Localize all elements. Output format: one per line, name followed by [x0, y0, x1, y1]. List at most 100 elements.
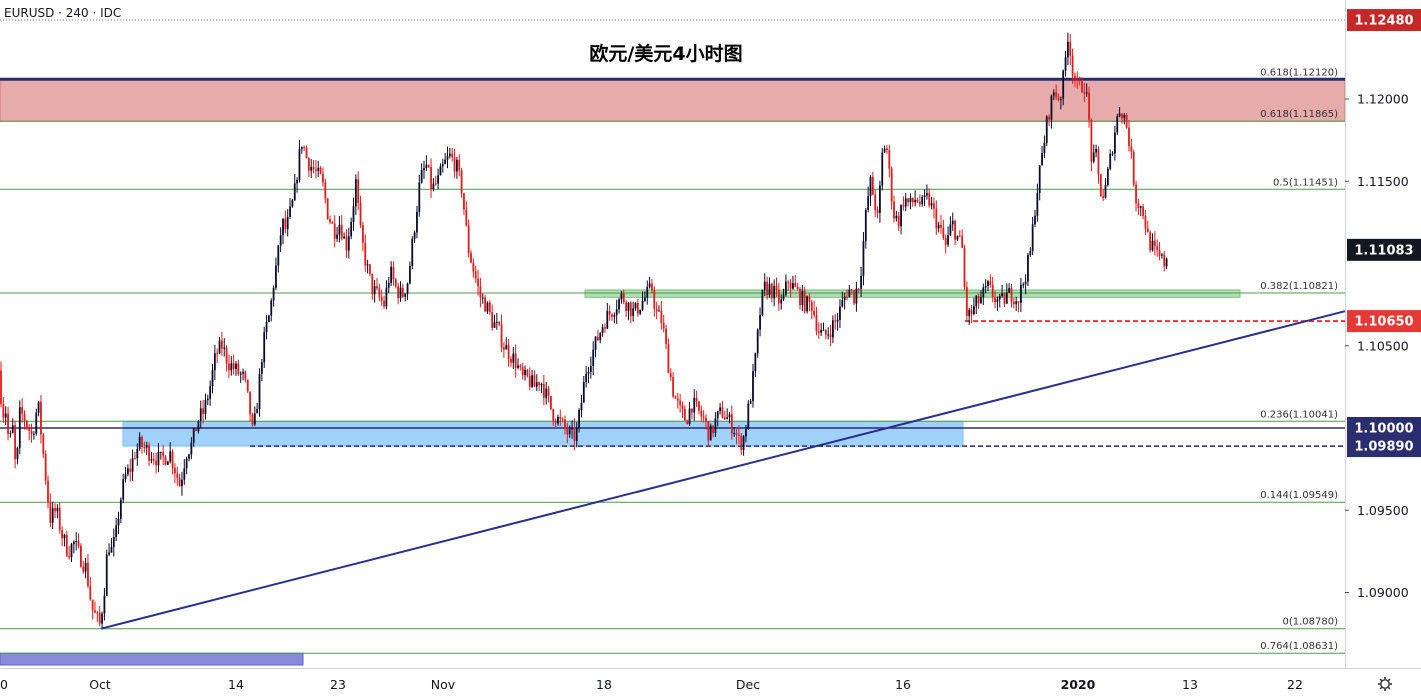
candle-body	[651, 283, 653, 291]
time-label: Oct	[89, 677, 111, 692]
candle-body	[695, 397, 698, 402]
time-label: Nov	[431, 677, 456, 692]
candle-body	[580, 402, 583, 410]
candle-body	[289, 206, 291, 217]
candle-body	[625, 302, 627, 311]
candle-body	[376, 286, 378, 289]
time-label: 22	[1287, 677, 1303, 692]
candle-body	[1062, 70, 1065, 100]
candle-body	[987, 281, 989, 287]
candle-body	[1125, 114, 1128, 128]
candle-body	[174, 467, 176, 474]
candle-body	[362, 225, 364, 243]
candle-body	[780, 299, 783, 304]
candle-body	[394, 279, 397, 287]
candle-body	[1031, 224, 1034, 252]
candle-body	[1163, 254, 1166, 267]
candle-body	[1074, 75, 1076, 80]
candle-body	[228, 363, 230, 371]
candle-body	[521, 367, 524, 376]
candle-body	[347, 236, 350, 251]
candle-body	[423, 168, 425, 171]
candle-body	[813, 310, 815, 315]
candle-body	[775, 285, 778, 290]
candle-body	[249, 391, 251, 415]
candle-body	[7, 413, 9, 434]
candle-body	[23, 413, 26, 422]
gear-icon[interactable]	[1378, 677, 1392, 691]
candle-body	[991, 284, 994, 298]
candle-body	[855, 288, 858, 304]
candle-body	[1059, 99, 1062, 101]
candle-body	[707, 421, 710, 441]
candle-body	[61, 530, 63, 539]
candle-body	[103, 595, 106, 614]
candle-body	[1001, 293, 1003, 296]
price-axis[interactable]: 1.12000 1.11500 1.10500 1.09500 1.09000 1.124…	[1345, 9, 1421, 600]
time-axis[interactable]: 0 Oct 14 23 Nov 18 Dec 16 2020 13 22	[0, 677, 1303, 692]
candle-body	[75, 541, 78, 543]
candle-body	[582, 382, 585, 403]
candle-body	[434, 183, 437, 185]
candle-body	[1022, 284, 1025, 286]
candle-body	[820, 329, 823, 333]
zone-lower	[0, 652, 304, 666]
candle-body	[209, 386, 212, 399]
candle-body	[561, 419, 564, 421]
candle-body	[846, 296, 848, 298]
candle-body	[357, 179, 360, 203]
candle-body	[397, 286, 400, 299]
candle-body	[1041, 153, 1043, 166]
candle-body	[963, 247, 966, 288]
candle-body	[317, 167, 320, 171]
candle-body	[56, 508, 59, 512]
candle-body	[817, 331, 820, 333]
candle-body	[446, 156, 449, 160]
candle-body	[728, 414, 731, 418]
candle-body	[503, 347, 505, 350]
candle-body	[714, 418, 717, 434]
candle-body	[801, 290, 804, 306]
candle-body	[648, 283, 651, 288]
candle-body	[427, 164, 430, 167]
candle-body	[30, 430, 33, 435]
candle-body	[542, 383, 545, 398]
candle-body	[11, 425, 14, 433]
candle-body	[996, 299, 999, 302]
candle-body	[124, 474, 127, 480]
candle-body	[888, 149, 891, 169]
candle-body	[538, 382, 541, 386]
price-tick-label: 1.09500	[1357, 503, 1409, 518]
levels-layer	[0, 19, 1345, 447]
candle-body	[495, 321, 498, 323]
candle-body	[251, 414, 254, 425]
candle-body	[1020, 284, 1022, 303]
candle-body	[606, 311, 609, 329]
candle-body	[9, 432, 12, 434]
candle-body	[587, 372, 590, 374]
candle-body	[862, 241, 865, 276]
candle-body	[68, 555, 71, 558]
candle-body	[806, 296, 808, 312]
candle-body	[620, 293, 623, 300]
candle-body	[246, 379, 249, 392]
fib-levels-layer: 0.618(1.12120) 0.618(1.11865) 0.5(1.11451)…	[0, 67, 1345, 654]
candle-body	[907, 198, 909, 203]
candle-body	[298, 149, 301, 180]
candle-body	[256, 409, 259, 414]
candle-body	[0, 370, 2, 405]
fib-label: 0(1.08780)	[1282, 617, 1338, 628]
price-tag-label: 1.10650	[1354, 315, 1413, 330]
candle-body	[535, 382, 538, 387]
candle-body	[712, 425, 714, 434]
candle-body	[782, 294, 785, 300]
candle-body	[33, 433, 35, 435]
candle-body	[566, 428, 569, 435]
candle-body	[1149, 232, 1152, 251]
candle-body	[944, 238, 947, 245]
candle-body	[951, 220, 954, 225]
candle-body	[973, 306, 975, 314]
candle-body	[740, 435, 743, 450]
candle-body	[730, 414, 733, 434]
